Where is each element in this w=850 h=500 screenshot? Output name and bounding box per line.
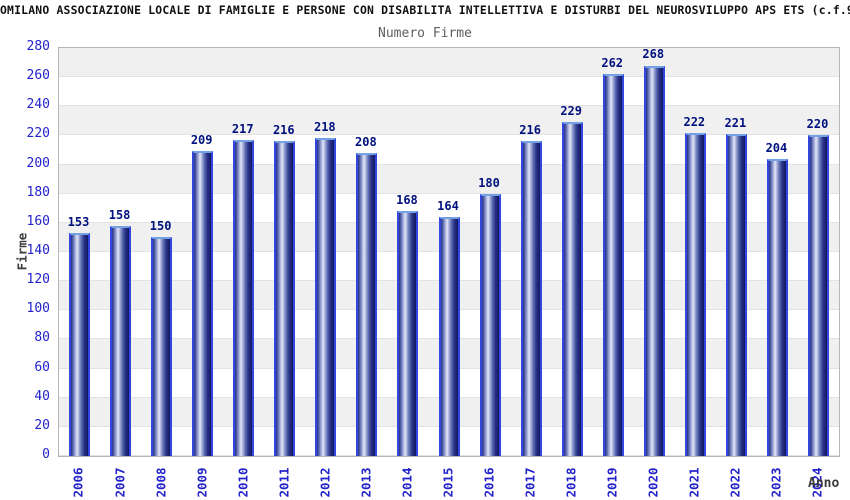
x-tick-label-2023: 2023 [768, 466, 784, 498]
bar-2019 [602, 74, 624, 456]
x-tick-label-2020: 2020 [645, 466, 661, 498]
bar-value-label: 220 [806, 117, 829, 132]
chart-main-title: OMILANO ASSOCIAZIONE LOCALE DI FAMIGLIE … [0, 3, 850, 17]
bar-value-label: 268 [642, 47, 665, 62]
x-tick-label-2016: 2016 [481, 466, 497, 498]
bar-value-label: 180 [478, 175, 500, 190]
bar-2018 [561, 122, 583, 456]
grid-band [59, 106, 839, 136]
x-tick-label-2022: 2022 [727, 466, 743, 498]
bar-2008 [151, 237, 173, 456]
x-tick-label-2018: 2018 [563, 466, 579, 498]
bar-value-label: 217 [231, 121, 254, 136]
x-tick-label-2007: 2007 [112, 466, 128, 498]
bar-value-label: 158 [108, 207, 131, 222]
y-tick-label: 200 [26, 155, 50, 171]
x-axis-title: Anno [808, 476, 840, 491]
x-tick-label-2015: 2015 [440, 466, 456, 498]
y-tick-label: 280 [26, 39, 50, 54]
bar-value-label: 209 [190, 133, 213, 148]
bar-value-label: 222 [683, 114, 706, 129]
y-tick-label: 60 [34, 359, 50, 375]
x-tick-label-2008: 2008 [153, 466, 169, 498]
grid-band [59, 135, 839, 165]
bar-2014 [397, 211, 419, 456]
bar-2023 [766, 158, 788, 456]
x-tick-label-2019: 2019 [604, 466, 620, 498]
bar-2017 [520, 141, 542, 456]
bar-2021 [684, 132, 706, 456]
grid-band [59, 164, 839, 194]
bar-2007 [110, 225, 132, 456]
x-tick-label-2006: 2006 [71, 466, 87, 498]
bar-2010 [233, 139, 255, 456]
bar-2020 [643, 65, 665, 456]
x-tick-label-2017: 2017 [522, 466, 538, 498]
bar-value-label: 208 [355, 134, 377, 149]
bar-value-label: 164 [437, 199, 459, 214]
bar-value-label: 204 [765, 140, 788, 155]
y-tick-label: 260 [26, 68, 50, 84]
bar-value-label: 150 [149, 219, 172, 234]
plot-area [58, 47, 840, 457]
y-tick-label: 0 [42, 447, 50, 462]
bar-value-label: 216 [272, 123, 295, 138]
x-tick-label-2014: 2014 [399, 466, 415, 498]
bar-2009 [192, 151, 214, 456]
x-tick-label-2021: 2021 [686, 466, 702, 498]
bar-2012 [315, 138, 337, 456]
y-tick-label: 120 [26, 272, 50, 288]
bar-2013 [356, 152, 378, 456]
bar-value-label: 218 [313, 120, 336, 135]
chart-subtitle: Numero Firme [378, 26, 472, 41]
y-tick-label: 80 [34, 330, 50, 346]
bar-value-label: 221 [724, 115, 747, 130]
y-axis-title: Firme [14, 232, 30, 270]
x-tick-label-2010: 2010 [235, 466, 251, 498]
y-tick-label: 140 [26, 243, 50, 258]
grid-band [59, 48, 839, 78]
bar-value-label: 262 [601, 56, 624, 71]
bar-2015 [438, 217, 460, 456]
y-tick-label: 220 [26, 126, 50, 142]
x-tick-label-2009: 2009 [194, 466, 210, 498]
bar-value-label: 153 [67, 215, 90, 230]
y-tick-label: 160 [26, 213, 50, 229]
bar-value-label: 229 [560, 104, 582, 119]
x-tick-label-2013: 2013 [358, 466, 374, 498]
bar-2006 [69, 233, 91, 456]
bar-2016 [479, 193, 501, 456]
y-tick-label: 180 [26, 184, 50, 200]
bar-2024 [807, 135, 829, 456]
y-tick-label: 20 [34, 417, 50, 433]
y-tick-label: 240 [26, 97, 50, 113]
y-tick-label: 40 [34, 388, 50, 404]
y-tick-label: 100 [26, 301, 50, 317]
grid-band [59, 77, 839, 107]
bar-2022 [725, 133, 747, 456]
bar-value-label: 168 [396, 193, 418, 208]
x-tick-label-2011: 2011 [276, 466, 292, 498]
x-tick-label-2012: 2012 [317, 466, 333, 498]
bar-value-label: 216 [519, 123, 541, 138]
bar-2011 [274, 141, 296, 456]
